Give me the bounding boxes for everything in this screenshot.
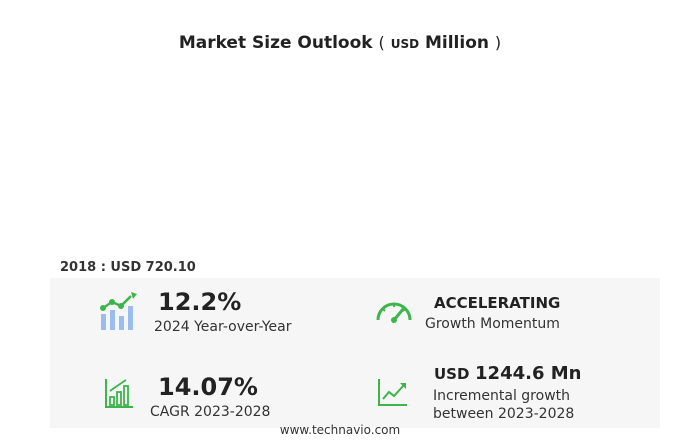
line-chart-icon (378, 379, 407, 406)
cagr-label: CAGR 2023-2028 (150, 404, 271, 420)
yoy-label: 2024 Year-over-Year (154, 319, 292, 335)
incremental-amount: 1244.6 Mn (475, 363, 582, 384)
bar-line-growth-icon (100, 292, 137, 330)
base-year-value: 2018 : USD 720.10 (60, 260, 196, 275)
yoy-value: 12.2% (158, 288, 242, 316)
incremental-value: USD 1244.6 Mn (434, 363, 581, 384)
momentum-value: ACCELERATING (434, 294, 561, 312)
footer-site: www.technavio.com (279, 423, 401, 437)
incremental-label-line2: between 2023-2028 (433, 406, 575, 422)
bar-chart-growth-icon (105, 379, 133, 408)
incremental-label-line1: Incremental growth (433, 388, 571, 404)
title-paren-open: ( (378, 33, 385, 52)
title-paren-close: ) (494, 33, 502, 52)
title-text: Market Size Outlook (178, 33, 373, 53)
metrics-panel (50, 278, 660, 428)
incremental-currency: USD (434, 365, 470, 383)
speedometer-icon (376, 302, 412, 323)
title-unit-currency: USD (390, 37, 420, 51)
chart-title: Market Size Outlook ( USD Million ) (0, 33, 680, 53)
title-unit-scale: Million (424, 33, 489, 53)
cagr-value: 14.07% (158, 373, 258, 401)
momentum-label: Growth Momentum (425, 316, 560, 332)
